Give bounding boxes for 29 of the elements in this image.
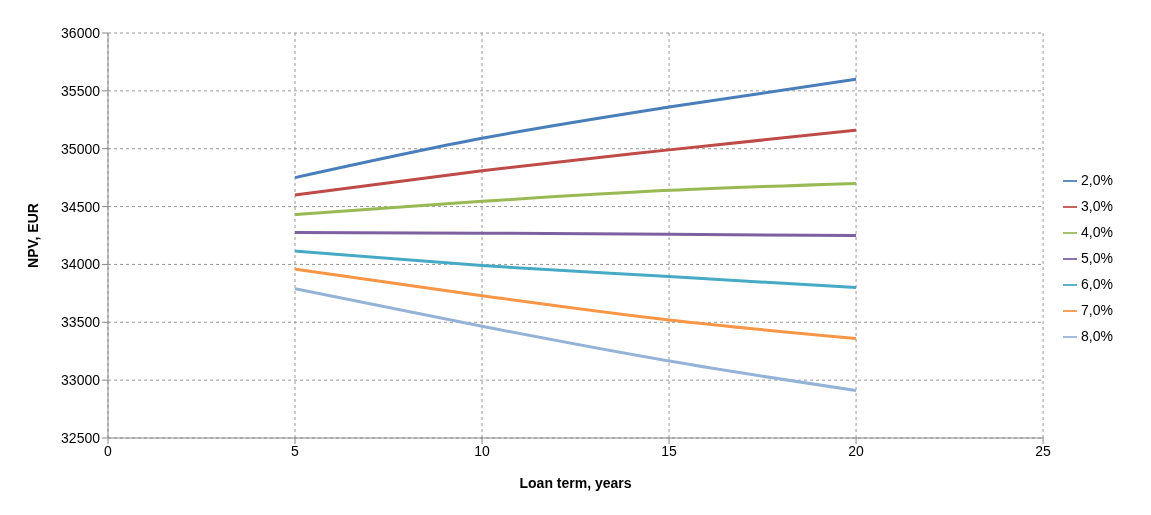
x-tick-label: 20 xyxy=(848,442,865,459)
legend-label: 2,0% xyxy=(1081,172,1113,188)
y-tick-label: 33000 xyxy=(61,372,101,389)
y-tick-label: 35500 xyxy=(61,82,101,99)
legend-label: 4,0% xyxy=(1081,224,1113,240)
y-tick-label: 34000 xyxy=(61,256,101,273)
legend-label: 7,0% xyxy=(1081,302,1113,318)
y-tick-label: 33500 xyxy=(61,314,101,331)
x-tick-label: 25 xyxy=(1035,442,1052,459)
line-series xyxy=(293,249,858,290)
x-tick-label: 15 xyxy=(661,442,678,459)
legend-label: 5,0% xyxy=(1081,250,1113,266)
line-series xyxy=(293,287,858,393)
x-tick-label: 0 xyxy=(104,442,113,459)
legend-label: 3,0% xyxy=(1081,198,1113,214)
y-axis-title: NPV, EUR xyxy=(24,203,41,268)
y-tick-label: 35000 xyxy=(61,140,101,157)
x-axis-title: Loan term, years xyxy=(519,475,632,491)
line-series xyxy=(293,77,858,180)
line-series xyxy=(293,181,858,217)
x-tick-label: 10 xyxy=(474,442,491,459)
y-tick-label: 36000 xyxy=(61,24,101,41)
legend-label: 8,0% xyxy=(1081,328,1113,344)
legend-label: 6,0% xyxy=(1081,276,1113,292)
y-tick-label: 32500 xyxy=(61,429,101,446)
y-tick-label: 34500 xyxy=(61,198,101,215)
line-series xyxy=(293,267,858,340)
x-tick-label: 5 xyxy=(291,442,300,459)
line-series xyxy=(293,128,858,197)
